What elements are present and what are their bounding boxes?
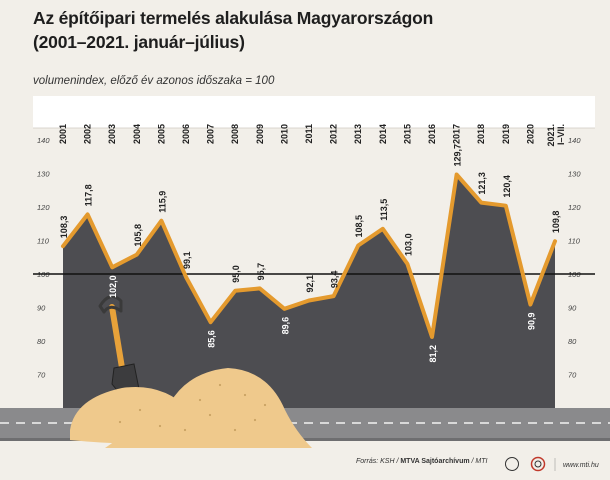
x-tick-label: 2020 — [525, 124, 535, 144]
y-tick-label-right: 130 — [568, 170, 581, 179]
x-tick-label: 2018 — [476, 124, 486, 144]
data-label: 109,8 — [551, 211, 561, 234]
y-tick-label-left: 120 — [37, 203, 50, 212]
site-url: www.mti.hu — [563, 462, 599, 469]
sand-grain — [218, 383, 222, 387]
sand-grain — [138, 408, 142, 412]
x-tick-label: 2021. — [546, 124, 556, 147]
x-tick-label: I–VII. — [556, 124, 566, 145]
sand-grain — [253, 418, 257, 422]
x-tick-label: 2001 — [58, 124, 68, 144]
area-fill — [63, 174, 555, 408]
y-tick-label-left: 90 — [37, 304, 46, 313]
data-label: 115,9 — [157, 191, 167, 213]
source-footer: Forrás: KSH / MTVA Sajtóarchívum / MTI — [356, 458, 487, 465]
data-label: 92,1 — [305, 275, 315, 293]
title-line-1: Az építőipari termelés alakulása Magyaro… — [33, 8, 434, 28]
series-line — [61, 172, 557, 339]
source-suffix: / MTI — [469, 458, 488, 465]
data-labels: 108,3 117,8 102,0 105,8 115,9 99,1 85,6 95,0 95,… — [59, 144, 561, 363]
sand-grain — [183, 428, 187, 432]
sand-grain — [243, 393, 247, 397]
source-prefix: Forrás: KSH / — [356, 458, 401, 465]
year-header-band: 2001 2002 2003 2004 2005 2006 2007 2008 2009 2010… — [33, 96, 595, 147]
sand-grain — [233, 428, 237, 432]
area-series — [33, 172, 595, 408]
x-tick-label: 2006 — [181, 124, 191, 144]
data-label: 108,5 — [354, 215, 364, 238]
x-tick-label: 2008 — [230, 124, 240, 144]
road-edge — [0, 438, 610, 441]
data-label: 129,7 — [453, 144, 463, 167]
logos: www.mti.hu — [505, 455, 605, 480]
data-label: 103,0 — [403, 233, 413, 256]
title-line-2: (2001–2021. január–július) — [33, 32, 245, 52]
sand-grain — [158, 424, 162, 428]
sand-grain — [198, 398, 202, 402]
y-tick-label-left: 110 — [37, 237, 50, 246]
header-band — [33, 96, 595, 128]
chart-subtitle: volumenindex, előző év azonos időszaka =… — [33, 75, 275, 87]
x-tick-label: 2015 — [402, 124, 412, 144]
y-tick-label-right: 120 — [568, 203, 581, 212]
sand-pile-illustration — [70, 368, 312, 448]
data-label: 102,0 — [108, 275, 118, 298]
mtva-logo-icon — [530, 456, 546, 472]
x-tick-label: 2019 — [501, 124, 511, 144]
y-tick-label-right: 140 — [568, 136, 581, 145]
y-tick-label-right: 80 — [568, 337, 577, 346]
x-tick-label: 2016 — [427, 124, 437, 144]
y-tick-label-left: 80 — [37, 337, 46, 346]
data-label: 95,7 — [256, 263, 266, 281]
x-tick-label: 2017 — [452, 124, 462, 144]
data-label: 85,6 — [207, 330, 217, 348]
x-tick-label: 2002 — [83, 124, 93, 144]
y-tick-label-right: 70 — [568, 371, 577, 380]
y-tick-label-right: 90 — [568, 304, 577, 313]
shovel-grip-icon — [98, 295, 123, 314]
x-tick-label: 2012 — [329, 124, 339, 144]
data-label: 95,0 — [231, 265, 241, 283]
x-tick-label: 2014 — [378, 124, 388, 144]
data-label: 105,8 — [133, 224, 143, 247]
data-label: 99,1 — [182, 251, 192, 269]
x-tick-label: 2003 — [107, 124, 117, 144]
x-tick-label: 2010 — [279, 124, 289, 144]
x-tick-label: 2005 — [156, 124, 166, 144]
data-label: 117,8 — [84, 184, 94, 206]
data-label: 81,2 — [428, 345, 438, 363]
source-bold: MTVA Sajtóarchívum — [400, 458, 470, 465]
data-label: 120,4 — [502, 175, 512, 198]
sand-grain — [263, 403, 267, 407]
data-label: 89,6 — [280, 317, 290, 335]
x-tick-label: 2004 — [132, 124, 142, 144]
x-tick-label: 2007 — [206, 124, 216, 144]
data-label: 108,3 — [59, 216, 69, 239]
sand-pile-right — [105, 368, 312, 448]
y-tick-label-left: 140 — [37, 136, 50, 145]
y-tick-label-right: 110 — [568, 237, 581, 246]
y-tick-label-left: 70 — [37, 371, 46, 380]
y-tick-label-left: 130 — [37, 170, 50, 179]
mti-logo-icon — [505, 457, 519, 471]
x-tick-label: 2013 — [353, 124, 363, 144]
data-label: 113,5 — [379, 199, 389, 221]
data-label: 90,9 — [526, 312, 536, 330]
x-tick-label: 2011 — [304, 124, 314, 144]
data-label: 93,4 — [330, 271, 340, 289]
sand-grain — [118, 420, 122, 424]
sand-grain — [208, 413, 212, 417]
chart-title: Az építőipari termelés alakulása Magyaro… — [33, 6, 453, 54]
x-tick-label: 2009 — [255, 124, 265, 144]
data-label: 121,3 — [477, 172, 487, 195]
